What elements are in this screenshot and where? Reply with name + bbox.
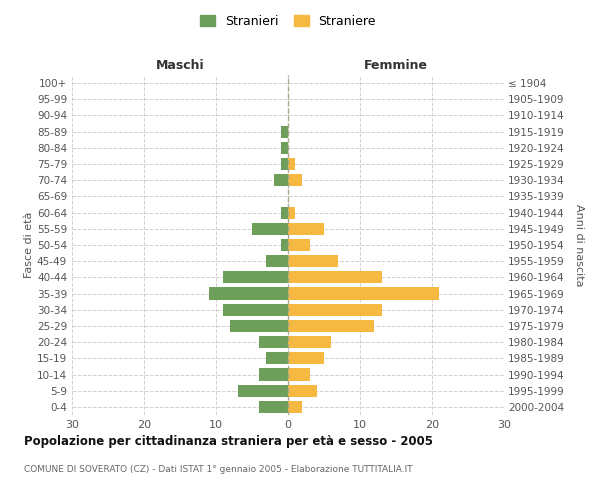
Bar — [288, 158, 295, 170]
Bar — [259, 368, 288, 380]
Bar — [252, 222, 288, 235]
Bar — [288, 174, 302, 186]
Bar — [288, 401, 302, 413]
Bar — [288, 222, 324, 235]
Bar — [281, 206, 288, 218]
Bar — [288, 384, 317, 397]
Bar — [288, 304, 382, 316]
Bar — [266, 255, 288, 268]
Text: Maschi: Maschi — [155, 59, 205, 72]
Bar — [209, 288, 288, 300]
Bar — [259, 401, 288, 413]
Bar — [288, 352, 324, 364]
Bar — [259, 336, 288, 348]
Bar — [288, 272, 382, 283]
Bar — [274, 174, 288, 186]
Bar — [266, 352, 288, 364]
Bar — [223, 272, 288, 283]
Bar — [281, 239, 288, 251]
Text: Femmine: Femmine — [364, 59, 428, 72]
Bar — [281, 158, 288, 170]
Bar — [288, 368, 310, 380]
Bar — [288, 206, 295, 218]
Bar — [281, 126, 288, 138]
Bar — [288, 239, 310, 251]
Bar — [288, 336, 331, 348]
Bar — [288, 255, 338, 268]
Text: COMUNE DI SOVERATO (CZ) - Dati ISTAT 1° gennaio 2005 - Elaborazione TUTTITALIA.I: COMUNE DI SOVERATO (CZ) - Dati ISTAT 1° … — [24, 465, 413, 474]
Bar — [238, 384, 288, 397]
Bar — [288, 288, 439, 300]
Y-axis label: Anni di nascita: Anni di nascita — [574, 204, 584, 286]
Y-axis label: Fasce di età: Fasce di età — [24, 212, 34, 278]
Bar — [281, 142, 288, 154]
Bar — [230, 320, 288, 332]
Bar — [223, 304, 288, 316]
Legend: Stranieri, Straniere: Stranieri, Straniere — [196, 11, 380, 32]
Text: Popolazione per cittadinanza straniera per età e sesso - 2005: Popolazione per cittadinanza straniera p… — [24, 435, 433, 448]
Bar — [288, 320, 374, 332]
